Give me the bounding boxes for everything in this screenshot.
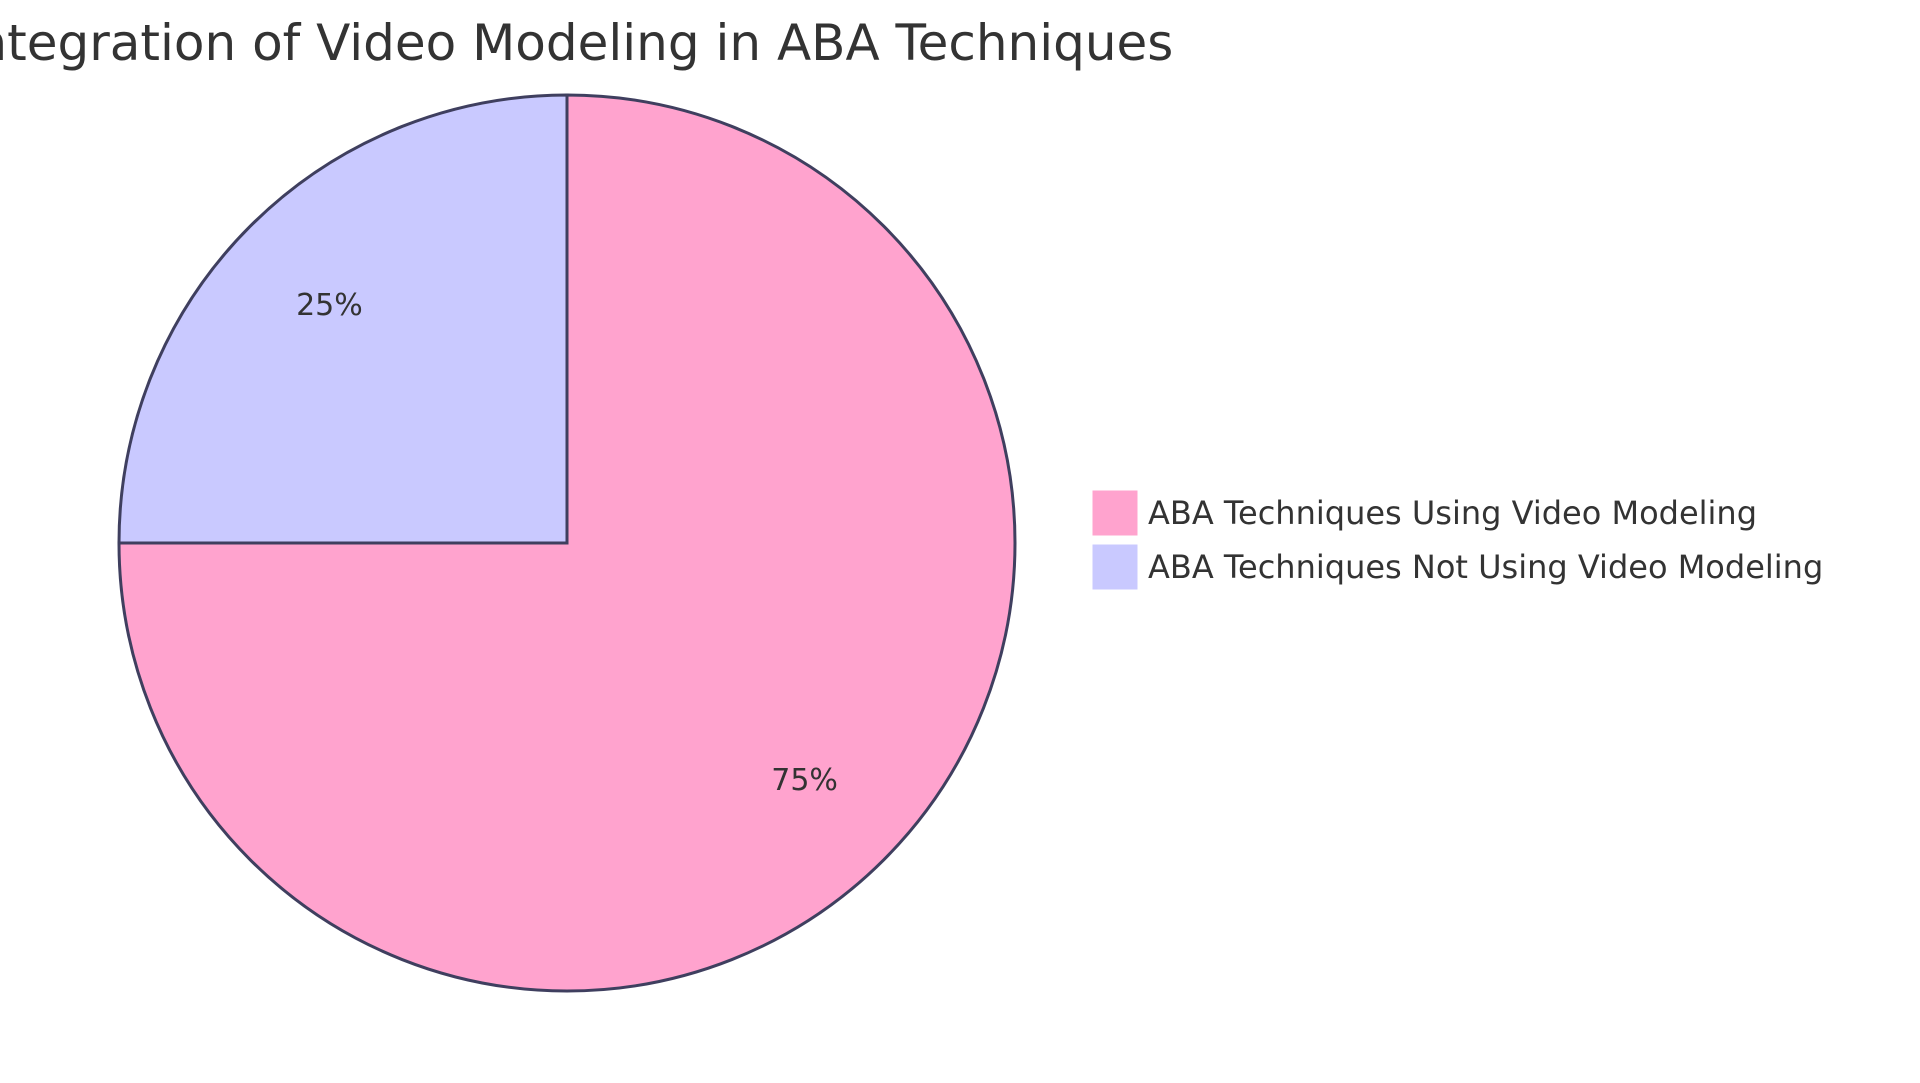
legend-label-2: ABA Techniques Not Using Video Modeling xyxy=(1148,548,1823,586)
pie-slice-label-2: 25% xyxy=(296,288,363,323)
pie-slices xyxy=(117,93,1017,993)
legend-label-1: ABA Techniques Using Video Modeling xyxy=(1148,494,1757,532)
legend-swatch-2 xyxy=(1091,543,1139,591)
chart-title: Integration of Video Modeling in ABA Tec… xyxy=(0,14,1173,72)
pie-slice-label-1: 75% xyxy=(771,763,838,798)
pie-slice-2 xyxy=(117,93,569,545)
legend: ABA Techniques Using Video Modeling ABA T… xyxy=(1091,489,1823,591)
legend-swatch-1 xyxy=(1091,489,1139,537)
pie-slice-labels: 75% 25% xyxy=(296,288,838,798)
